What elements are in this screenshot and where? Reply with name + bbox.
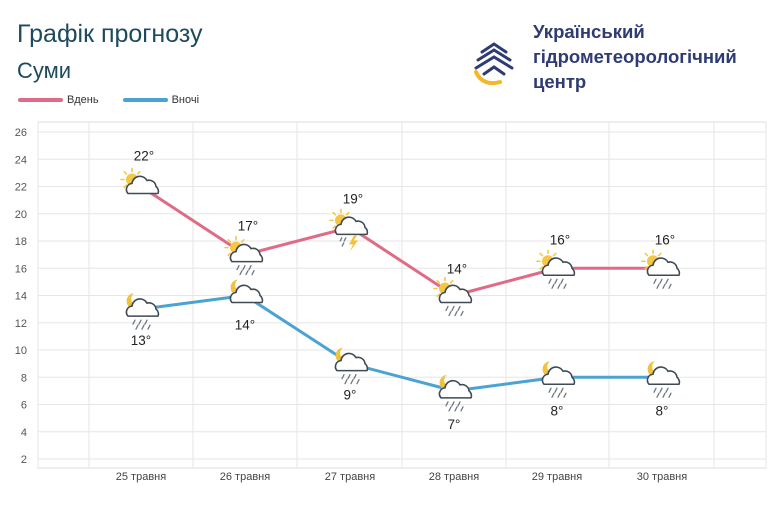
organization-name: Український гідрометеорологічний центр [533,19,737,94]
legend-item-night[interactable]: Вночі [122,94,200,106]
city-name: Суми [17,58,72,83]
data-label-night: 8° [656,403,669,418]
legend-label-day: Вдень [67,94,99,106]
sun-cloud-rain-icon [536,249,576,289]
data-label-night: 14° [235,318,255,333]
org-line-1: Український [533,21,645,42]
moon-cloud-icon [229,279,264,304]
y-tick-label: 2 [21,454,27,466]
data-label-day: 17° [238,219,258,234]
y-tick-label: 24 [15,154,27,166]
data-label-day: 16° [655,232,675,247]
ugmc-logo-icon [474,24,514,86]
series-lines [140,185,662,393]
org-line-2: гідрометеорологічний [533,46,737,67]
y-tick-label: 14 [15,291,27,303]
y-tick-label: 4 [21,427,27,439]
data-label-day: 14° [447,262,467,277]
y-tick-label: 12 [15,318,27,330]
x-tick-label: 25 травня [116,471,166,483]
data-label-day: 16° [550,232,570,247]
y-tick-label: 6 [21,400,27,412]
data-labels: 22° 17° 19° 14° 16° 16° 13° 14° 9° 7° 8° 8° [131,149,675,432]
data-label-night: 13° [131,333,151,348]
y-tick-label: 18 [15,236,27,248]
x-tick-label: 29 травня [532,471,582,483]
page-title: Графік прогнозу [17,20,203,48]
weather-icons [120,167,681,412]
x-tick-label: 26 травня [220,471,270,483]
legend-swatch-day [18,98,63,102]
legend-label-night: Вночі [171,94,200,106]
data-label-day: 19° [343,191,363,206]
moon-cloud-rain-icon [646,361,681,398]
sun-cloud-rain-icon [224,235,264,276]
chart-legend: Вдень Вночі [18,94,223,106]
y-tick-label: 22 [15,182,27,194]
data-label-night: 9° [344,388,357,403]
legend-item-day[interactable]: Вдень [18,94,99,106]
sun-cloud-rain-icon [433,276,473,317]
series-line-day [140,185,662,297]
y-tick-label: 8 [21,372,27,384]
y-tick-label: 10 [15,345,27,357]
moon-cloud-rain-icon [541,361,576,398]
moon-cloud-rain-icon [438,374,473,412]
y-tick-label: 20 [15,209,27,221]
x-tick-label: 28 травня [429,471,479,483]
data-label-day: 22° [134,149,154,164]
sun-cloud-thunder-icon [329,208,369,252]
x-tick-label: 30 травня [637,471,687,483]
y-tick-label: 16 [15,263,27,275]
x-tick-label: 27 травня [325,471,375,483]
org-line-3: центр [533,71,587,92]
x-axis-ticks: 25 травня 26 травня 27 травня 28 травня 29 т… [116,471,687,483]
sun-cloud-rain-icon [641,249,681,289]
sun-cloud-icon [120,167,160,195]
data-label-night: 7° [448,417,461,432]
y-tick-label: 26 [15,127,27,139]
series-line-night [140,294,662,393]
data-label-night: 8° [551,403,564,418]
moon-cloud-rain-icon [125,293,160,330]
legend-swatch-night [122,98,168,102]
moon-cloud-rain-icon [334,347,369,385]
